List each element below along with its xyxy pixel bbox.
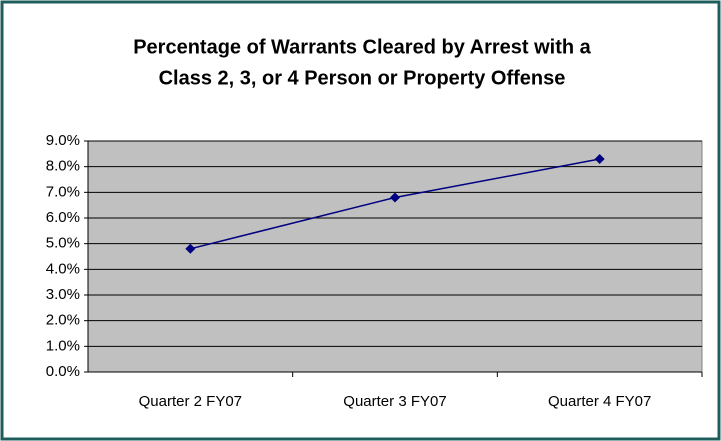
x-tick-label: Quarter 4 FY07 (548, 393, 651, 410)
marker (185, 243, 196, 254)
y-tick-label: 2.0% (46, 312, 80, 329)
y-tick-label: 5.0% (46, 235, 80, 252)
x-tick-label: Quarter 3 FY07 (343, 393, 446, 410)
x-tick-label: Quarter 2 FY07 (139, 393, 242, 410)
plot-area (87, 140, 703, 373)
y-tick-label: 9.0% (46, 132, 80, 149)
y-tick-label: 1.0% (46, 337, 80, 354)
y-tick-label: 8.0% (46, 158, 80, 175)
chart-title: Class 2, 3, or 4 Person or Property Offe… (159, 67, 566, 89)
y-tick-label: 7.0% (46, 183, 80, 200)
y-tick-label: 3.0% (46, 286, 80, 303)
y-tick-label: 6.0% (46, 209, 80, 226)
y-tick-label: 0.0% (46, 363, 80, 380)
marker (594, 153, 605, 164)
chart-title: Percentage of Warrants Cleared by Arrest… (133, 36, 591, 58)
marker (390, 192, 400, 203)
y-tick-label: 4.0% (46, 260, 80, 277)
